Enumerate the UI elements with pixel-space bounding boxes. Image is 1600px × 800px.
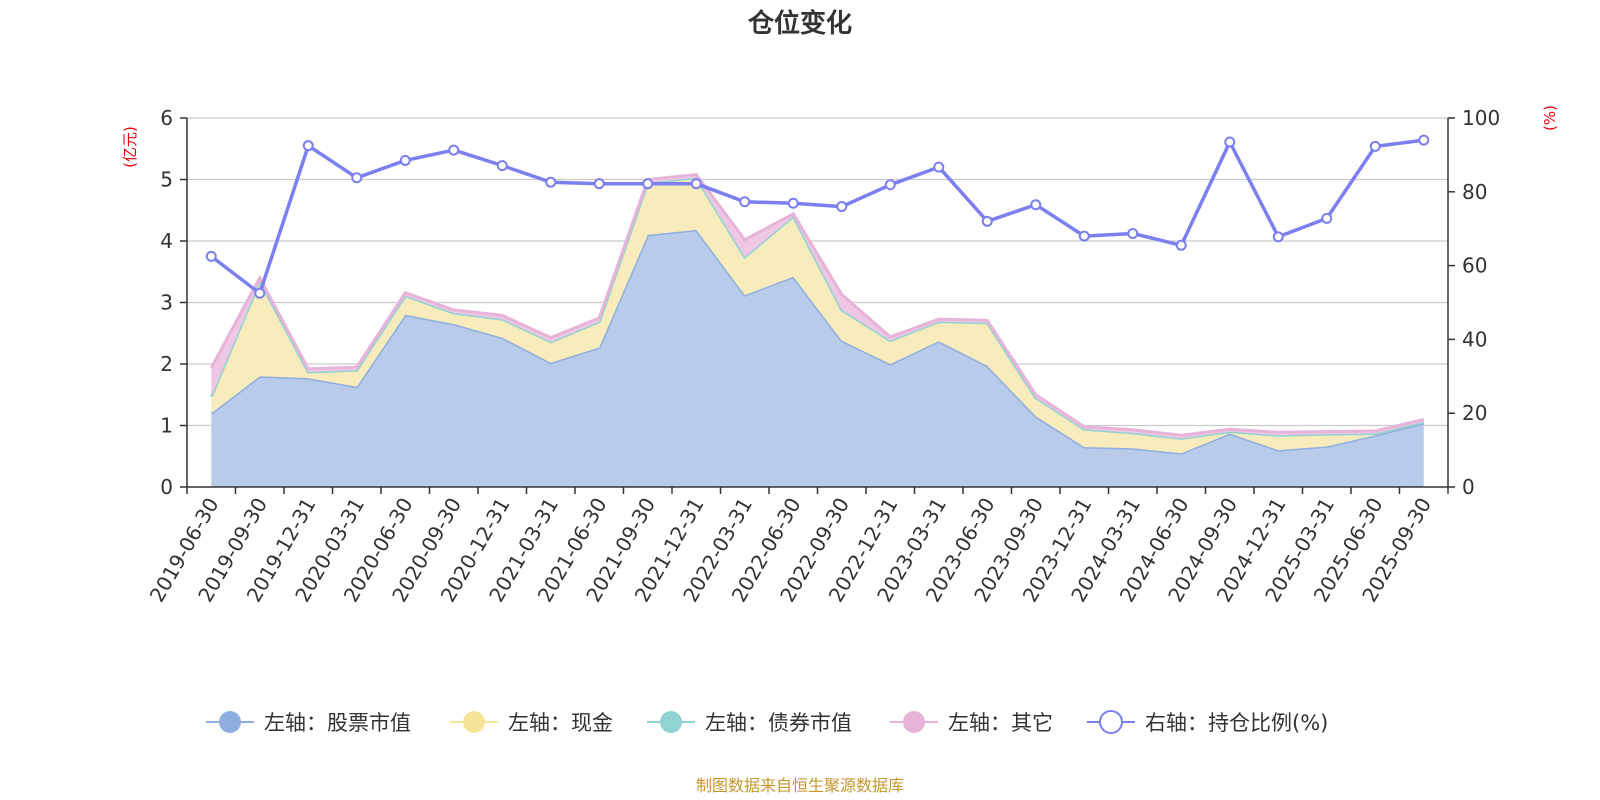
right-axis-unit: (%): [1541, 105, 1559, 131]
ratio-point: [496, 160, 508, 172]
legend-item[interactable]: 左轴：其它: [890, 711, 1053, 735]
ratio-point: [981, 215, 993, 227]
ratio-point: [836, 201, 848, 213]
legend-label: 左轴：现金: [508, 711, 613, 735]
ratio-point: [1418, 134, 1430, 146]
ratio-point: [1030, 199, 1042, 211]
ratio-point: [933, 161, 945, 173]
legend-item[interactable]: 右轴：持仓比例(%): [1087, 710, 1328, 735]
source-note: 制图数据来自恒生聚源数据库: [696, 776, 904, 795]
ratio-point: [1078, 230, 1090, 242]
legend-item[interactable]: 左轴：股票市值: [206, 711, 411, 735]
ratio-line-layer: [205, 134, 1430, 299]
ratio-point: [1369, 140, 1381, 152]
legend-label: 右轴：持仓比例(%): [1145, 711, 1328, 735]
left-tick-label: 2: [160, 352, 173, 376]
ratio-point: [1224, 136, 1236, 148]
ratio-point: [254, 287, 266, 299]
left-tick-label: 5: [160, 168, 173, 192]
area-series-0: [211, 229, 1424, 487]
right-tick-label: 60: [1462, 254, 1487, 278]
ratio-point: [884, 179, 896, 191]
right-tick-label: 0: [1462, 475, 1475, 499]
ratio-line: [210, 138, 1425, 296]
ratio-point: [593, 178, 605, 190]
legend: 左轴：股票市值 左轴：现金 左轴：债券市值 左轴：其它 右轴：持仓比例(%): [206, 710, 1328, 735]
left-axis-unit: (亿元): [121, 126, 139, 168]
ratio-point: [787, 197, 799, 209]
chart-title: 仓位变化: [747, 8, 852, 39]
legend-label: 左轴：债券市值: [705, 711, 852, 735]
legend-item[interactable]: 左轴：债券市值: [647, 711, 852, 735]
ratio-point: [1321, 212, 1333, 224]
ratio-point: [642, 178, 654, 190]
ratio-point: [1272, 231, 1284, 243]
legend-marker: [1099, 710, 1123, 734]
ratio-point: [399, 154, 411, 166]
ratio-point: [351, 172, 363, 184]
ratio-point: [739, 196, 751, 208]
ratio-point: [205, 250, 217, 262]
ratio-point: [1127, 227, 1139, 239]
legend-item[interactable]: 左轴：现金: [450, 711, 613, 735]
legend-label: 左轴：其它: [948, 711, 1053, 735]
ratio-point: [448, 144, 460, 156]
legend-marker: [903, 711, 925, 733]
left-tick-label: 3: [160, 291, 173, 315]
legend-marker: [219, 711, 241, 733]
left-tick-label: 6: [160, 106, 173, 130]
area-series-1: [211, 177, 1424, 454]
area-edge-series-3: [209, 173, 1425, 437]
right-tick-label: 80: [1462, 180, 1487, 204]
legend-marker: [463, 711, 485, 733]
legend-marker: [660, 711, 682, 733]
ratio-point: [545, 176, 557, 188]
right-tick-label: 20: [1462, 401, 1487, 425]
stacked-areas: [209, 173, 1425, 487]
ratio-point: [690, 178, 702, 190]
right-tick-label: 100: [1462, 106, 1500, 130]
left-tick-label: 1: [160, 414, 173, 438]
left-tick-label: 4: [160, 229, 173, 253]
left-tick-label: 0: [160, 475, 173, 499]
ratio-point: [302, 140, 314, 152]
ratio-point: [1175, 239, 1187, 251]
legend-label: 左轴：股票市值: [264, 711, 411, 735]
right-tick-label: 40: [1462, 327, 1487, 351]
